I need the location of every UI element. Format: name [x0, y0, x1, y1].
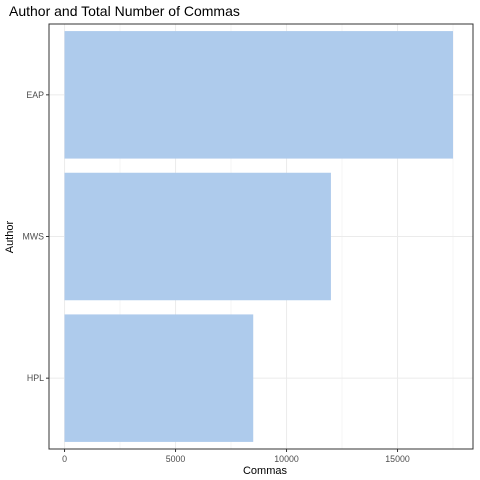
x-axis-title: Commas [243, 465, 288, 477]
x-tick-label: 15000 [385, 454, 410, 464]
y-axis: EAP MWS HPL [23, 90, 49, 383]
y-tick-label-eap: EAP [26, 90, 44, 100]
y-axis-title: Author [4, 220, 16, 253]
x-axis: 0 5000 10000 15000 [62, 449, 410, 464]
y-tick-label-hpl: HPL [27, 373, 44, 383]
plot-panel [48, 23, 474, 450]
y-tick-label-mws: MWS [23, 232, 45, 242]
bar-mws [64, 172, 331, 301]
x-tick-label: 10000 [274, 454, 299, 464]
chart-title: Author and Total Number of Commas [9, 3, 240, 19]
bar-hpl [64, 314, 254, 442]
x-tick-label: 0 [62, 454, 67, 464]
bar-eap [64, 31, 454, 159]
x-tick-label: 5000 [166, 454, 186, 464]
